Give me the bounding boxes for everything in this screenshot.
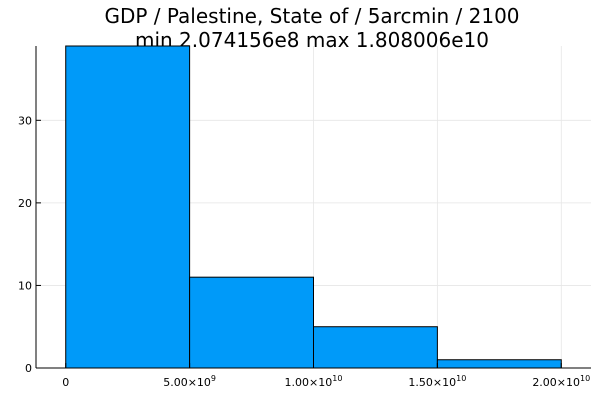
histogram-bar-1 bbox=[189, 276, 314, 369]
chart-subtitle: min 2.074156e8 max 1.808006e10 bbox=[135, 28, 489, 52]
x-tick-label-4: 2.00×1010 bbox=[532, 374, 590, 389]
histogram-bar-3 bbox=[436, 359, 562, 369]
y-tick-label-1: 10 bbox=[18, 279, 32, 292]
x-tick-labels: 0 5.00×109 1.00×1010 1.50×1010 2.00×1010 bbox=[62, 374, 590, 389]
histogram-bars bbox=[65, 45, 562, 369]
histogram-bar-0 bbox=[65, 45, 191, 369]
axes bbox=[35, 46, 591, 369]
chart-title: GDP / Palestine, State of / 5arcmin / 21… bbox=[104, 4, 519, 28]
y-tick-label-0: 0 bbox=[25, 362, 32, 375]
x-tick-label-0: 0 bbox=[62, 376, 69, 389]
x-tick-label-3: 1.50×1010 bbox=[408, 374, 466, 389]
y-tick-label-3: 30 bbox=[18, 114, 32, 127]
histogram-bar-2 bbox=[313, 326, 438, 369]
y-tick-label-2: 20 bbox=[18, 197, 32, 210]
x-tick-label-1: 5.00×109 bbox=[163, 374, 216, 389]
x-tick-label-2: 1.00×1010 bbox=[285, 374, 343, 389]
y-tick-labels: 0 10 20 30 bbox=[18, 114, 32, 375]
